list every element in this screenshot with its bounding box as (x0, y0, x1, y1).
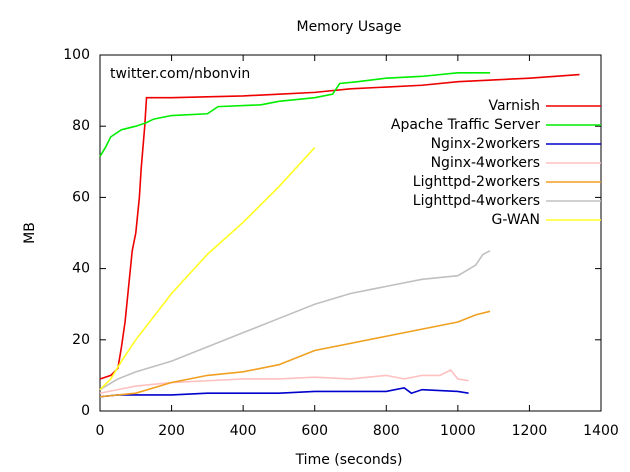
series-line (99, 73, 580, 380)
series-line (99, 72, 491, 157)
x-tick-label: 200 (158, 423, 185, 439)
series-line (99, 310, 491, 398)
x-tick-label: 1400 (583, 423, 619, 439)
x-tick-label: 600 (301, 423, 328, 439)
plot-frame (99, 54, 602, 412)
y-tick-label: 80 (72, 118, 90, 134)
x-axis-label: Time (seconds) (295, 452, 403, 468)
series-line (99, 147, 316, 391)
legend-label: Varnish (488, 98, 540, 114)
x-tick-label: 800 (373, 423, 400, 439)
y-tick-label: 0 (81, 403, 90, 419)
annotation: twitter.com/nbonvin (110, 66, 250, 82)
legend-label: Apache Traffic Server (391, 117, 540, 133)
y-tick-label: 40 (72, 261, 90, 277)
series-line (99, 369, 469, 394)
y-axis-label: MB (22, 222, 38, 244)
series-line (99, 387, 469, 398)
x-tick-label: 400 (230, 423, 257, 439)
chart-title: Memory Usage (296, 19, 401, 35)
legend-label: Nginx-4workers (431, 155, 540, 171)
x-tick-label: 0 (96, 423, 105, 439)
y-tick-label: 60 (72, 189, 90, 205)
x-tick-label: 1000 (440, 423, 476, 439)
series-line (99, 250, 491, 391)
legend-label: G-WAN (492, 212, 540, 228)
x-tick-label: 1200 (512, 423, 548, 439)
y-tick-label: 100 (63, 47, 90, 63)
legend-label: Lighttpd-4workers (413, 193, 540, 209)
legend-label: Nginx-2workers (431, 136, 540, 152)
legend-label: Lighttpd-2workers (413, 174, 540, 190)
y-tick-label: 20 (72, 332, 90, 348)
